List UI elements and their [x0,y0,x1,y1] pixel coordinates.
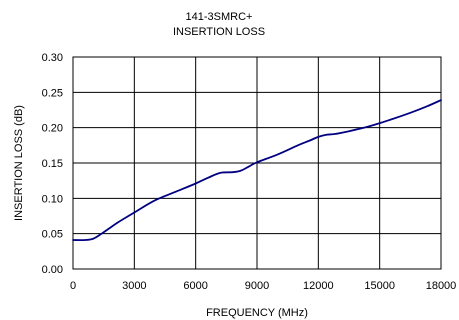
y-tick-label: 0.10 [42,193,63,205]
x-tick-label: 18000 [426,280,457,292]
y-tick-label: 0.05 [42,229,63,241]
y-tick-label: 0.20 [42,123,63,135]
x-tick-labels: 0 3000 6000 9000 12000 15000 18000 [70,280,456,292]
chart-title-line-1: 141-3SMRC+ [186,11,253,23]
series-layer [72,99,442,242]
x-tick-label: 6000 [183,280,207,292]
y-tick-label: 0.25 [42,87,63,99]
horizontal-gridlines [73,91,441,235]
x-tick-label: 12000 [303,280,334,292]
x-tick-label: 0 [70,280,76,292]
x-axis-label: FREQUENCY (MHz) [206,307,308,319]
x-tick-label: 15000 [364,280,395,292]
x-tick-label: 9000 [245,280,269,292]
y-tick-labels: 0.00 0.05 0.10 0.15 0.20 0.25 0.30 [42,52,63,276]
insertion-loss-series-line [72,99,442,242]
y-tick-label: 0.00 [42,264,63,276]
y-tick-label: 0.30 [42,52,63,64]
y-axis-label: INSERTION LOSS (dB) [13,105,25,221]
y-tick-label: 0.15 [42,158,63,170]
x-tick-label: 3000 [122,280,146,292]
plot-frame [72,56,442,270]
chart-title-line-2: INSERTION LOSS [173,26,265,38]
